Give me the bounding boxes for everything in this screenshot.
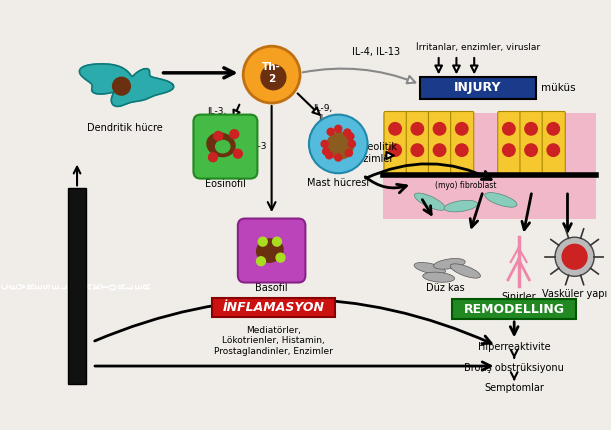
Circle shape bbox=[547, 123, 560, 135]
Text: IL-4, IL-13: IL-4, IL-13 bbox=[353, 47, 401, 57]
FancyBboxPatch shape bbox=[520, 111, 543, 175]
Text: Sinirler: Sinirler bbox=[501, 292, 536, 302]
Circle shape bbox=[525, 144, 537, 157]
Circle shape bbox=[321, 140, 328, 147]
Circle shape bbox=[257, 257, 265, 266]
Text: Eosinofil: Eosinofil bbox=[205, 178, 246, 189]
Ellipse shape bbox=[257, 239, 283, 262]
Circle shape bbox=[335, 125, 342, 132]
Circle shape bbox=[230, 130, 239, 138]
Ellipse shape bbox=[414, 193, 445, 210]
Text: Semptomlar: Semptomlar bbox=[485, 383, 544, 393]
Circle shape bbox=[562, 244, 587, 269]
Circle shape bbox=[456, 123, 468, 135]
Text: İrritanlar, enzimler, viruslar: İrritanlar, enzimler, viruslar bbox=[415, 43, 540, 52]
Circle shape bbox=[525, 123, 537, 135]
Circle shape bbox=[345, 150, 353, 157]
Circle shape bbox=[258, 237, 267, 246]
Text: Dendritik hücre: Dendritik hücre bbox=[87, 123, 163, 133]
Circle shape bbox=[389, 123, 401, 135]
Circle shape bbox=[261, 65, 286, 90]
Ellipse shape bbox=[485, 193, 517, 207]
Circle shape bbox=[323, 148, 330, 155]
Text: REMODELLING: REMODELLING bbox=[464, 303, 565, 316]
Circle shape bbox=[327, 132, 353, 159]
FancyBboxPatch shape bbox=[542, 111, 565, 175]
FancyBboxPatch shape bbox=[428, 111, 452, 175]
Text: Th-
2: Th- 2 bbox=[262, 62, 281, 84]
Circle shape bbox=[112, 77, 130, 95]
Circle shape bbox=[555, 237, 594, 276]
Text: İNFLAMASYON: İNFLAMASYON bbox=[222, 301, 324, 314]
Text: IL-9,
IL-: IL-9, IL- bbox=[313, 104, 333, 123]
Circle shape bbox=[503, 144, 515, 157]
Text: Proteolitik
Enzimler: Proteolitik Enzimler bbox=[348, 142, 397, 163]
Ellipse shape bbox=[216, 140, 230, 153]
Text: INJURY: INJURY bbox=[454, 81, 502, 95]
Ellipse shape bbox=[414, 262, 445, 274]
FancyBboxPatch shape bbox=[382, 113, 596, 219]
Text: (myo) fibroblast: (myo) fibroblast bbox=[434, 181, 496, 190]
FancyBboxPatch shape bbox=[451, 111, 474, 175]
Circle shape bbox=[233, 149, 243, 158]
Ellipse shape bbox=[450, 264, 480, 278]
Circle shape bbox=[273, 237, 282, 246]
FancyBboxPatch shape bbox=[68, 188, 86, 384]
Text: Mast hücresi: Mast hücresi bbox=[307, 178, 369, 187]
Circle shape bbox=[208, 153, 218, 162]
FancyBboxPatch shape bbox=[194, 115, 257, 178]
Text: Bronş obstrüksiyonu: Bronş obstrüksiyonu bbox=[464, 363, 564, 373]
FancyBboxPatch shape bbox=[498, 111, 521, 175]
FancyBboxPatch shape bbox=[212, 298, 335, 317]
Circle shape bbox=[389, 144, 401, 157]
Ellipse shape bbox=[433, 258, 465, 269]
Ellipse shape bbox=[207, 133, 235, 157]
Text: IL-3: IL-3 bbox=[250, 142, 266, 151]
Text: müküs: müküs bbox=[541, 83, 576, 93]
Text: Mediatörler,
Lökotrienler, Histamin,
Prostaglandinler, Enzimler: Mediatörler, Lökotrienler, Histamin, Pro… bbox=[214, 326, 333, 356]
Circle shape bbox=[411, 144, 423, 157]
Text: Ç
E
V
R
E
S
E
L
 
F
A
K
T
Ö
R
L
E
R: Ç E V R E S E L F A K T Ö R L E R bbox=[2, 283, 152, 289]
Ellipse shape bbox=[423, 272, 455, 282]
Circle shape bbox=[456, 144, 468, 157]
Circle shape bbox=[411, 123, 423, 135]
Circle shape bbox=[433, 144, 446, 157]
FancyBboxPatch shape bbox=[452, 299, 576, 319]
Circle shape bbox=[347, 133, 354, 140]
Circle shape bbox=[276, 253, 285, 262]
Circle shape bbox=[348, 140, 356, 147]
FancyBboxPatch shape bbox=[406, 111, 430, 175]
Polygon shape bbox=[79, 64, 174, 106]
Circle shape bbox=[547, 144, 560, 157]
Text: Vasküler yapı: Vasküler yapı bbox=[542, 289, 607, 299]
Circle shape bbox=[344, 129, 351, 136]
Circle shape bbox=[309, 115, 368, 173]
Text: IL-3,
IL-5
GM-CSF: IL-3, IL-5 GM-CSF bbox=[199, 108, 234, 137]
FancyBboxPatch shape bbox=[384, 111, 407, 175]
Text: Basofil: Basofil bbox=[255, 283, 288, 292]
Text: Düz kas: Düz kas bbox=[426, 283, 465, 293]
Circle shape bbox=[503, 123, 515, 135]
FancyBboxPatch shape bbox=[420, 77, 535, 98]
Text: Hiperreaktivite: Hiperreaktivite bbox=[478, 342, 551, 352]
Circle shape bbox=[214, 132, 223, 140]
FancyBboxPatch shape bbox=[238, 218, 306, 283]
Ellipse shape bbox=[444, 200, 478, 212]
Circle shape bbox=[326, 152, 333, 159]
Circle shape bbox=[335, 154, 342, 161]
Circle shape bbox=[433, 123, 446, 135]
Circle shape bbox=[243, 46, 300, 103]
Circle shape bbox=[327, 128, 334, 135]
